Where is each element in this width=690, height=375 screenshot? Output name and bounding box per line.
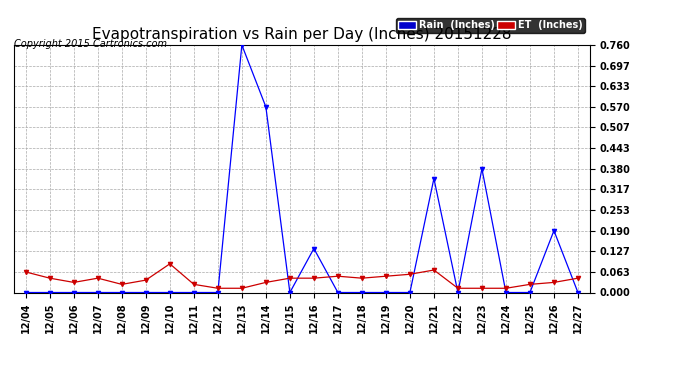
Title: Evapotranspiration vs Rain per Day (Inches) 20151228: Evapotranspiration vs Rain per Day (Inch… [92,27,511,42]
Text: Copyright 2015 Cartronics.com: Copyright 2015 Cartronics.com [14,39,167,50]
Legend: Rain  (Inches), ET  (Inches): Rain (Inches), ET (Inches) [396,18,585,33]
